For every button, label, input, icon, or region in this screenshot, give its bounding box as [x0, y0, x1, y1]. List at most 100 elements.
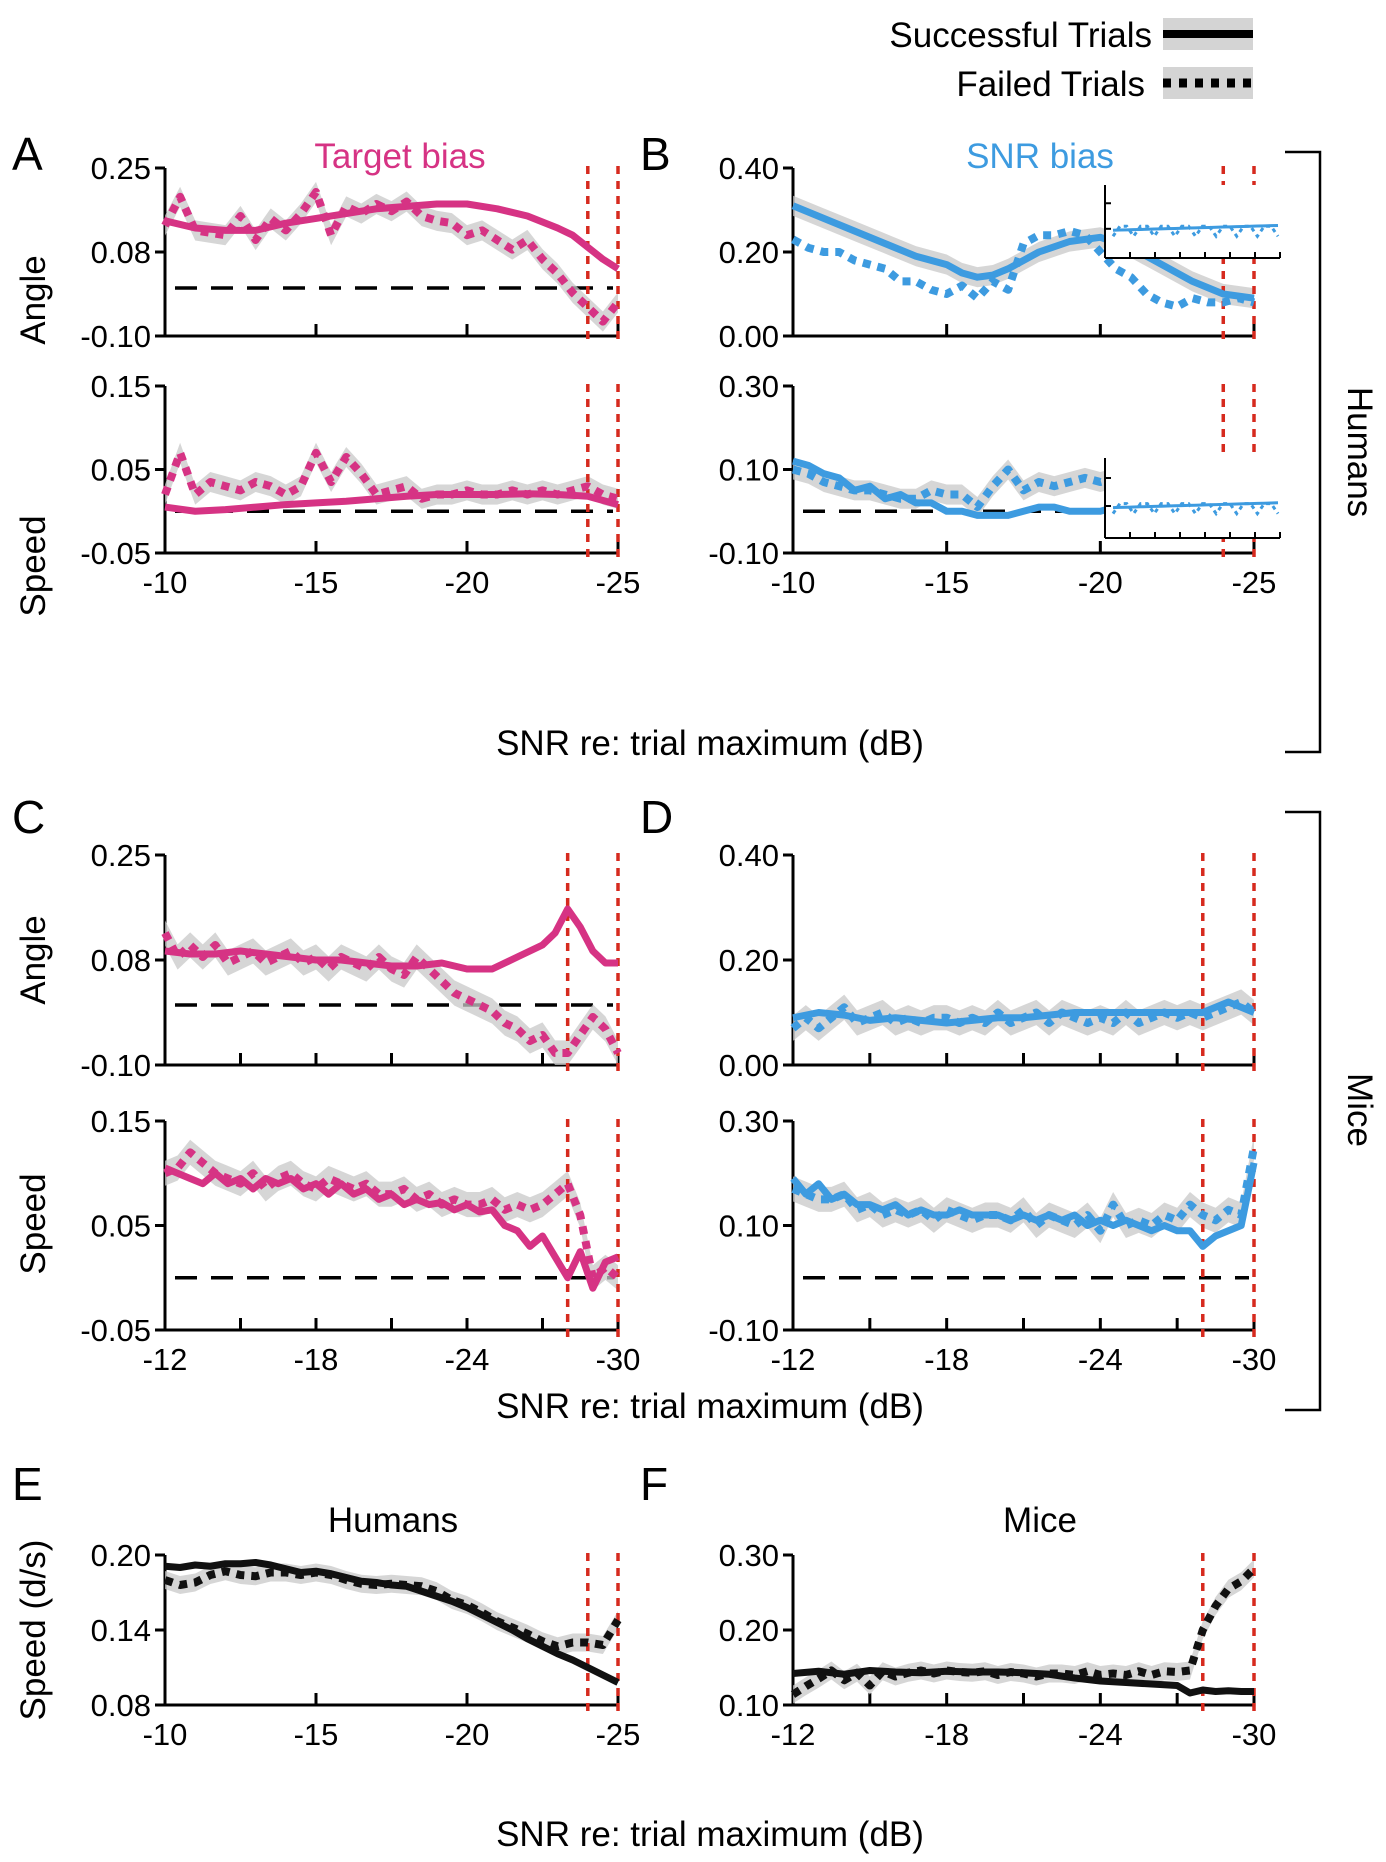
x-tick-label: -15 — [294, 565, 339, 600]
mice-bracket: Mice — [1285, 810, 1379, 1412]
x-tick-label: -20 — [445, 565, 490, 600]
ylabel-angle-c: Angle — [14, 915, 53, 1005]
x-tick-label: -10 — [143, 565, 188, 600]
series-failed-line — [791, 465, 1254, 512]
y-tick-label: 0.05 — [91, 1209, 151, 1244]
x-tick-label: -12 — [143, 1342, 188, 1377]
y-tick-label: 0.00 — [719, 1048, 779, 1083]
title-humans-e: Humans — [328, 1501, 458, 1540]
legend-failed-ci — [1163, 67, 1253, 99]
xlabel-mice-cd: SNR re: trial maximum (dB) — [496, 1387, 924, 1426]
series-failed-line — [163, 1148, 621, 1282]
humans-side-label: Humans — [1340, 387, 1379, 517]
series-failed-line — [161, 931, 622, 1057]
x-tick-label: -15 — [924, 565, 969, 600]
x-tick-label: -10 — [143, 1717, 188, 1752]
chart-d-speed: -0.10 0.10 0.30 -12 -18 -24 -30 — [708, 1104, 1276, 1377]
inset-plot — [1104, 458, 1281, 539]
plots-layer: -0.100.080.25-0.050.050.15-10 -15 -20 -250.… — [80, 151, 1281, 1752]
inset-failed-line — [1111, 224, 1280, 239]
panel-letter-d: D — [640, 791, 673, 843]
x-tick-label: -25 — [596, 565, 641, 600]
ylabel-speed-c: Speed — [14, 1173, 53, 1274]
legend-successful-label: Successful Trials — [889, 16, 1152, 55]
series-successful-line — [164, 905, 618, 973]
panel-letter-f: F — [640, 1458, 668, 1510]
y-tick-label: 0.20 — [719, 235, 779, 270]
inset-failed-line — [1111, 502, 1280, 517]
confidence-band — [793, 1559, 1254, 1704]
x-tick-label: -15 — [294, 1717, 339, 1752]
y-tick-label: 0.30 — [719, 369, 779, 404]
y-tick-label: 0.25 — [91, 838, 151, 873]
y-tick-label: 0.40 — [719, 838, 779, 873]
x-tick-label: -30 — [1232, 1717, 1277, 1752]
x-tick-label: -20 — [1078, 565, 1123, 600]
title-mice-f: Mice — [1003, 1501, 1077, 1540]
x-tick-label: -10 — [771, 565, 816, 600]
xlabel-ef: SNR re: trial maximum (dB) — [496, 1815, 924, 1854]
inset-successful-line — [1112, 501, 1279, 510]
panel-letter-a: A — [12, 128, 43, 180]
series-successful-line — [792, 1667, 1254, 1697]
panel-letter-c: C — [12, 791, 45, 843]
y-tick-label: 0.40 — [719, 151, 779, 186]
x-tick-label: -30 — [1232, 1342, 1277, 1377]
ylabel-speed-ef: Speed (d/s) — [14, 1540, 53, 1721]
y-tick-label: 0.08 — [91, 1688, 151, 1723]
legend-failed-label: Failed Trials — [956, 65, 1145, 104]
chart-e: 0.08 0.14 0.20 -10 -15 -20 -25 — [91, 1538, 641, 1752]
chart-b-angle: 0.00 0.20 0.40 — [719, 151, 1281, 354]
series-failed-line — [161, 188, 622, 326]
chart-d-angle: 0.00 0.20 0.40 — [719, 838, 1257, 1083]
title-target-bias: Target bias — [314, 137, 485, 176]
y-tick-label: 0.20 — [719, 943, 779, 978]
y-tick-label: 0.10 — [719, 453, 779, 488]
x-tick-label: -12 — [771, 1717, 816, 1752]
y-tick-label: 0.08 — [91, 235, 151, 270]
series-successful-line — [790, 1162, 1258, 1250]
y-tick-label: 0.00 — [719, 319, 779, 354]
chart-a-speed: -0.05 0.05 0.15 -10 -15 -20 -25 — [80, 369, 640, 600]
series-failed-line — [163, 1567, 622, 1651]
series-failed-line — [790, 1565, 1257, 1698]
title-snr-bias: SNR bias — [966, 137, 1114, 176]
y-tick-label: 0.30 — [719, 1104, 779, 1139]
y-tick-label: 0.30 — [719, 1538, 779, 1573]
y-tick-label: -0.10 — [708, 1313, 779, 1348]
x-tick-label: -18 — [294, 1342, 339, 1377]
humans-bracket: Humans — [1285, 150, 1379, 754]
y-tick-label: 0.05 — [91, 453, 151, 488]
series-failed-line — [791, 227, 1256, 311]
y-tick-label: 0.10 — [719, 1209, 779, 1244]
x-tick-label: -25 — [596, 1717, 641, 1752]
legend: Successful Trials Failed Trials — [889, 16, 1253, 104]
y-tick-label: 0.10 — [719, 1688, 779, 1723]
panel-letter-e: E — [12, 1458, 43, 1510]
series-failed-line — [790, 998, 1257, 1033]
y-tick-label: 0.14 — [91, 1613, 151, 1648]
y-tick-label: -0.05 — [80, 1313, 151, 1348]
ylabel-speed-a: Speed — [14, 515, 53, 616]
mice-side-label: Mice — [1340, 1073, 1379, 1147]
y-tick-label: 0.15 — [91, 369, 151, 404]
y-tick-label: 0.20 — [91, 1538, 151, 1573]
confidence-band — [165, 1562, 618, 1656]
series-failed-line — [161, 448, 620, 503]
series-successful-line — [792, 998, 1256, 1027]
confidence-band — [793, 1134, 1254, 1244]
x-tick-label: -24 — [1078, 1342, 1123, 1377]
series-successful-line — [791, 202, 1255, 302]
chart-b-speed: -0.10 0.10 0.30 -10 -15 -20 -25 — [708, 369, 1281, 600]
x-tick-label: -18 — [924, 1717, 969, 1752]
y-tick-label: 0.20 — [719, 1613, 779, 1648]
confidence-band — [165, 1139, 618, 1291]
y-tick-label: -0.10 — [708, 536, 779, 571]
x-tick-label: -20 — [445, 1717, 490, 1752]
inset-background — [1105, 458, 1280, 538]
x-tick-label: -18 — [924, 1342, 969, 1377]
x-tick-label: -30 — [596, 1342, 641, 1377]
x-tick-label: -24 — [445, 1342, 490, 1377]
panel-letter-b: B — [640, 128, 671, 180]
y-tick-label: 0.15 — [91, 1104, 151, 1139]
